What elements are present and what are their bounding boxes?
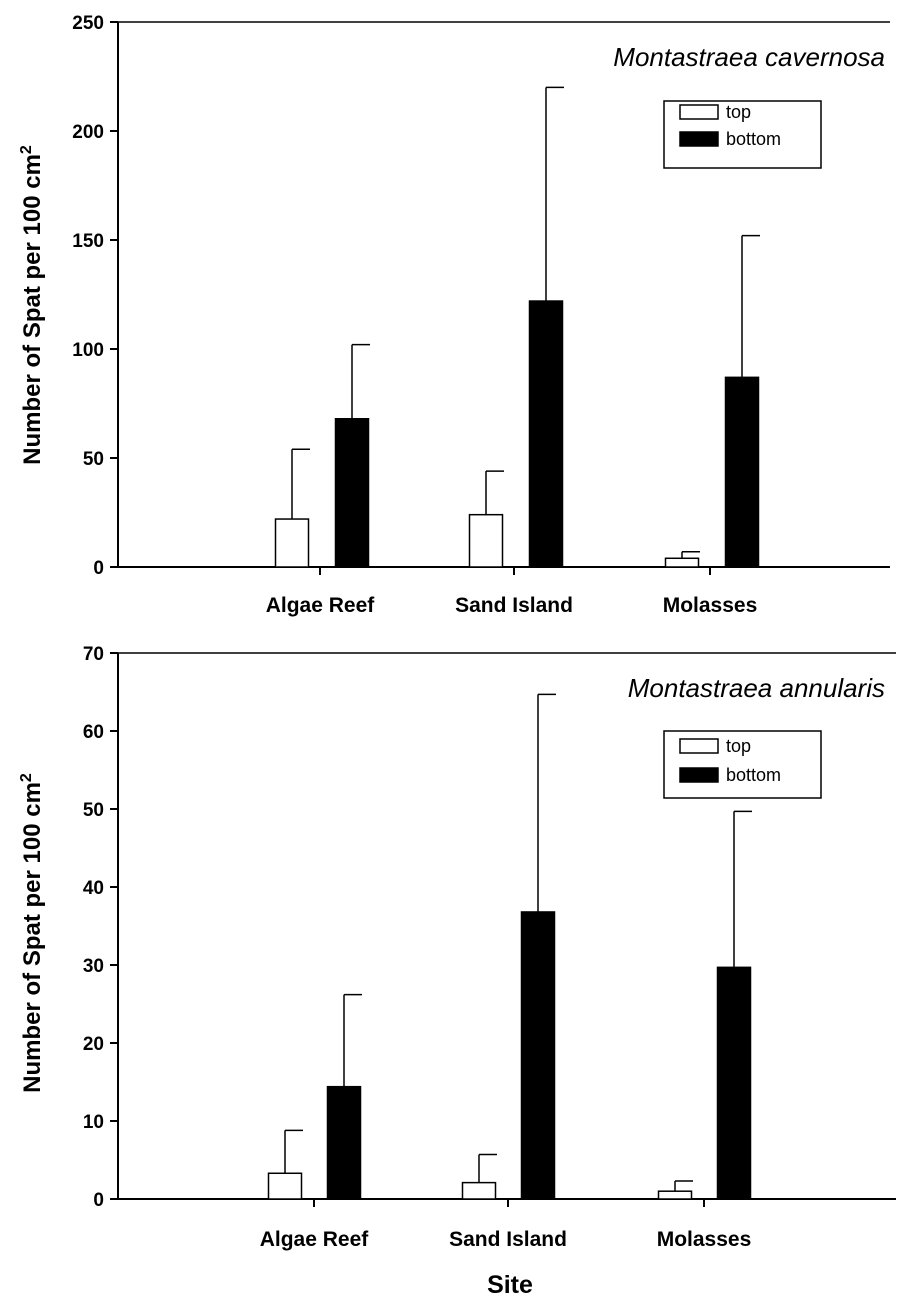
y-axis-label-superscript: 2 bbox=[18, 773, 35, 782]
bar-top bbox=[468, 513, 504, 568]
y-tick-label: 40 bbox=[83, 878, 104, 899]
legend-label-bottom: bottom bbox=[726, 765, 781, 785]
legend-swatch-bottom bbox=[679, 767, 719, 783]
y-tick-label: 10 bbox=[83, 1112, 104, 1133]
y-tick-label: 50 bbox=[83, 800, 104, 821]
legend-label-top: top bbox=[726, 736, 751, 756]
category-label: Sand Island bbox=[455, 594, 573, 617]
bar-top bbox=[664, 557, 700, 568]
chart-title: Montastraea cavernosa bbox=[613, 42, 885, 72]
category-label: Molasses bbox=[663, 594, 758, 617]
bar-bottom bbox=[334, 418, 370, 568]
category-label: Molasses bbox=[657, 1228, 752, 1251]
y-tick-label: 60 bbox=[83, 722, 104, 743]
legend-swatch-bottom bbox=[679, 131, 719, 147]
legend-swatch-top bbox=[679, 104, 719, 120]
y-tick-label: 150 bbox=[72, 231, 104, 252]
y-axis-label-superscript: 2 bbox=[18, 145, 35, 154]
y-tick-label: 70 bbox=[83, 644, 104, 665]
bar-bottom bbox=[326, 1085, 362, 1200]
bar-top bbox=[461, 1181, 497, 1200]
bar-top bbox=[274, 518, 310, 568]
category-label: Algae Reef bbox=[266, 594, 376, 617]
y-axis-label: Number of Spat per 100 cm2 bbox=[18, 773, 46, 1093]
y-tick-label: 100 bbox=[72, 340, 104, 361]
bar-bottom bbox=[528, 300, 564, 568]
y-tick-label: 20 bbox=[83, 1034, 104, 1055]
bar-bottom bbox=[520, 911, 556, 1200]
legend-label-bottom: bottom bbox=[726, 129, 781, 149]
x-axis-label: Site bbox=[487, 1271, 533, 1299]
chart-panel-annularis: 0 10 20 30 40 50 60 70 Algae Reef Sand Island Mola… bbox=[18, 644, 896, 1299]
category-label: Sand Island bbox=[449, 1228, 567, 1251]
chart-panel-cavernosa: 0 50 100 150 200 250 Algae Reef Sand Island Mola… bbox=[18, 13, 890, 617]
legend-swatch-top bbox=[679, 738, 719, 754]
y-tick-label: 0 bbox=[93, 1190, 104, 1211]
y-tick-label: 50 bbox=[83, 449, 104, 470]
bar-bottom bbox=[716, 966, 752, 1200]
bar-bottom bbox=[724, 376, 760, 568]
y-axis-label-main: Number of Spat per 100 cm bbox=[19, 154, 46, 465]
y-tick-label: 30 bbox=[83, 956, 104, 977]
y-axis-label-main: Number of Spat per 100 cm bbox=[19, 782, 46, 1093]
chart-title: Montastraea annularis bbox=[628, 673, 885, 703]
y-tick-label: 200 bbox=[72, 122, 104, 143]
bar-top bbox=[267, 1172, 303, 1200]
legend-label-top: top bbox=[726, 102, 751, 122]
bar-top bbox=[657, 1190, 693, 1200]
y-tick-label: 250 bbox=[72, 13, 104, 34]
y-tick-label: 0 bbox=[93, 558, 104, 579]
y-axis-label: Number of Spat per 100 cm2 bbox=[18, 145, 46, 465]
category-label: Algae Reef bbox=[260, 1228, 370, 1251]
